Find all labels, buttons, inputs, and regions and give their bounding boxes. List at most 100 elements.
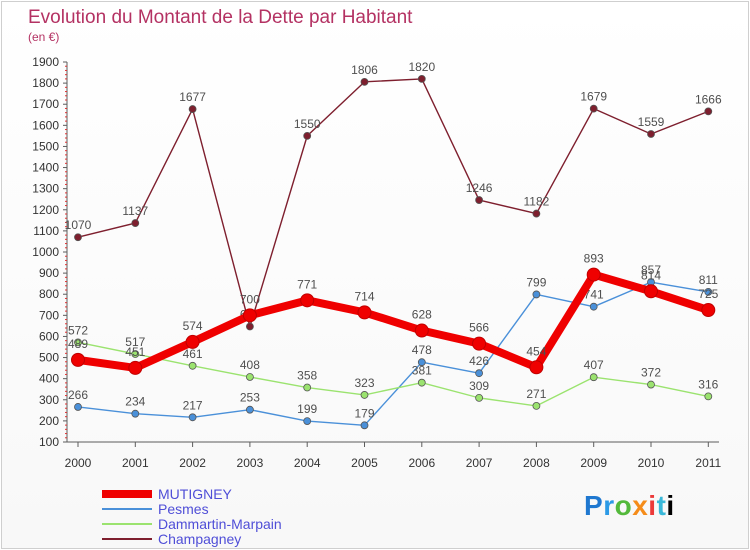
data-label: 1677 [179, 90, 206, 104]
legend-item-2: Pesmes [102, 501, 402, 517]
legend: MUTIGNEY Pesmes Dammartin-Marpain Champa… [102, 486, 422, 549]
y-tick-label: 1400 [32, 161, 59, 175]
data-point [188, 361, 197, 370]
x-tick-label: 2007 [466, 456, 493, 470]
data-point [414, 323, 429, 338]
data-label: 1070 [65, 218, 92, 232]
brand-letter: o [614, 490, 633, 521]
y-tick-label: 800 [39, 287, 59, 301]
data-label: 574 [183, 319, 203, 333]
data-label: 1820 [408, 60, 435, 74]
brand-letter: i [666, 490, 675, 521]
data-label: 478 [412, 343, 432, 357]
data-label: 814 [641, 268, 661, 282]
x-tick-label: 2004 [294, 456, 321, 470]
y-tick-label: 1000 [32, 245, 59, 259]
series-line-mutigney [74, 270, 713, 372]
data-label: 771 [297, 277, 317, 291]
data-point [185, 334, 200, 349]
brand-letter: P [584, 490, 604, 521]
y-tick-label: 100 [39, 435, 59, 449]
data-label: 179 [354, 406, 374, 420]
data-point [300, 293, 315, 308]
data-label: 893 [584, 252, 604, 266]
data-label: 811 [699, 273, 718, 287]
data-point [242, 308, 257, 323]
legend-label-4: Champagney [158, 531, 242, 547]
data-label: 1666 [695, 92, 722, 106]
data-label: 1182 [523, 195, 549, 209]
y-tick-label: 1500 [32, 139, 59, 153]
y-tick-label: 900 [39, 266, 59, 280]
data-point [74, 403, 82, 411]
data-label: 1246 [466, 181, 493, 195]
y-tick-label: 400 [39, 372, 59, 386]
data-point [188, 413, 197, 422]
y-tick-label: 500 [39, 351, 59, 365]
x-tick-label: 2000 [65, 456, 92, 470]
data-point [131, 350, 140, 358]
data-point [417, 378, 426, 387]
data-point [71, 352, 85, 367]
data-label: 323 [354, 376, 374, 390]
data-label: 271 [526, 387, 546, 401]
data-label: 1679 [580, 90, 607, 104]
y-tick-label: 1700 [32, 97, 59, 111]
data-point [188, 105, 197, 113]
y-tick-label: 600 [39, 329, 59, 343]
y-tick-label: 300 [39, 393, 59, 407]
data-label: 454 [526, 344, 546, 358]
data-label: 628 [412, 308, 432, 322]
data-point [475, 196, 484, 204]
data-point [701, 303, 716, 318]
brand-letter: i [648, 490, 657, 521]
data-label: 408 [240, 358, 260, 372]
legend-label-1: MUTIGNEY [158, 486, 232, 502]
legend-label-2: Pesmes [158, 501, 209, 517]
y-tick-label: 1600 [32, 118, 59, 132]
data-point [647, 130, 655, 138]
data-point [303, 383, 312, 392]
legend-swatch-1 [102, 490, 152, 498]
x-tick-label: 2006 [408, 456, 435, 470]
legend-item-3: Dammartin-Marpain [102, 516, 402, 532]
data-point [74, 338, 82, 347]
y-tick-label: 700 [39, 308, 59, 322]
x-tick-label: 2009 [580, 456, 607, 470]
data-point [704, 392, 713, 401]
data-point [357, 305, 372, 320]
data-label: 572 [68, 323, 88, 337]
data-point [245, 405, 254, 414]
x-tick-label: 2008 [523, 456, 550, 470]
data-label: 741 [584, 288, 604, 302]
x-tick-label: 2002 [179, 456, 206, 470]
y-tick-label: 1100 [33, 224, 59, 238]
data-label: 316 [698, 377, 718, 391]
chart-title: Evolution du Montant de la Dette par Hab… [28, 7, 413, 28]
data-label: 372 [641, 366, 661, 380]
data-point [417, 74, 426, 83]
data-point [303, 131, 312, 140]
data-point [647, 380, 655, 389]
x-tick-label: 2010 [638, 456, 665, 470]
y-tick-label: 1800 [32, 76, 59, 90]
data-label: 266 [68, 388, 88, 402]
data-point [532, 290, 541, 299]
data-label: 426 [469, 354, 489, 368]
data-label: 358 [297, 369, 317, 383]
data-label: 461 [183, 347, 203, 361]
data-point [131, 409, 140, 418]
data-point [589, 302, 598, 311]
brand-letter: x [632, 490, 649, 521]
data-point [360, 77, 369, 86]
data-point [472, 336, 487, 351]
data-label: 253 [240, 391, 260, 405]
data-label: 725 [698, 287, 718, 301]
legend-label-3: Dammartin-Marpain [158, 516, 282, 532]
data-point [589, 373, 598, 382]
data-label: 234 [125, 395, 145, 409]
data-label: 1137 [122, 204, 148, 218]
series-line-champagney [77, 78, 709, 328]
